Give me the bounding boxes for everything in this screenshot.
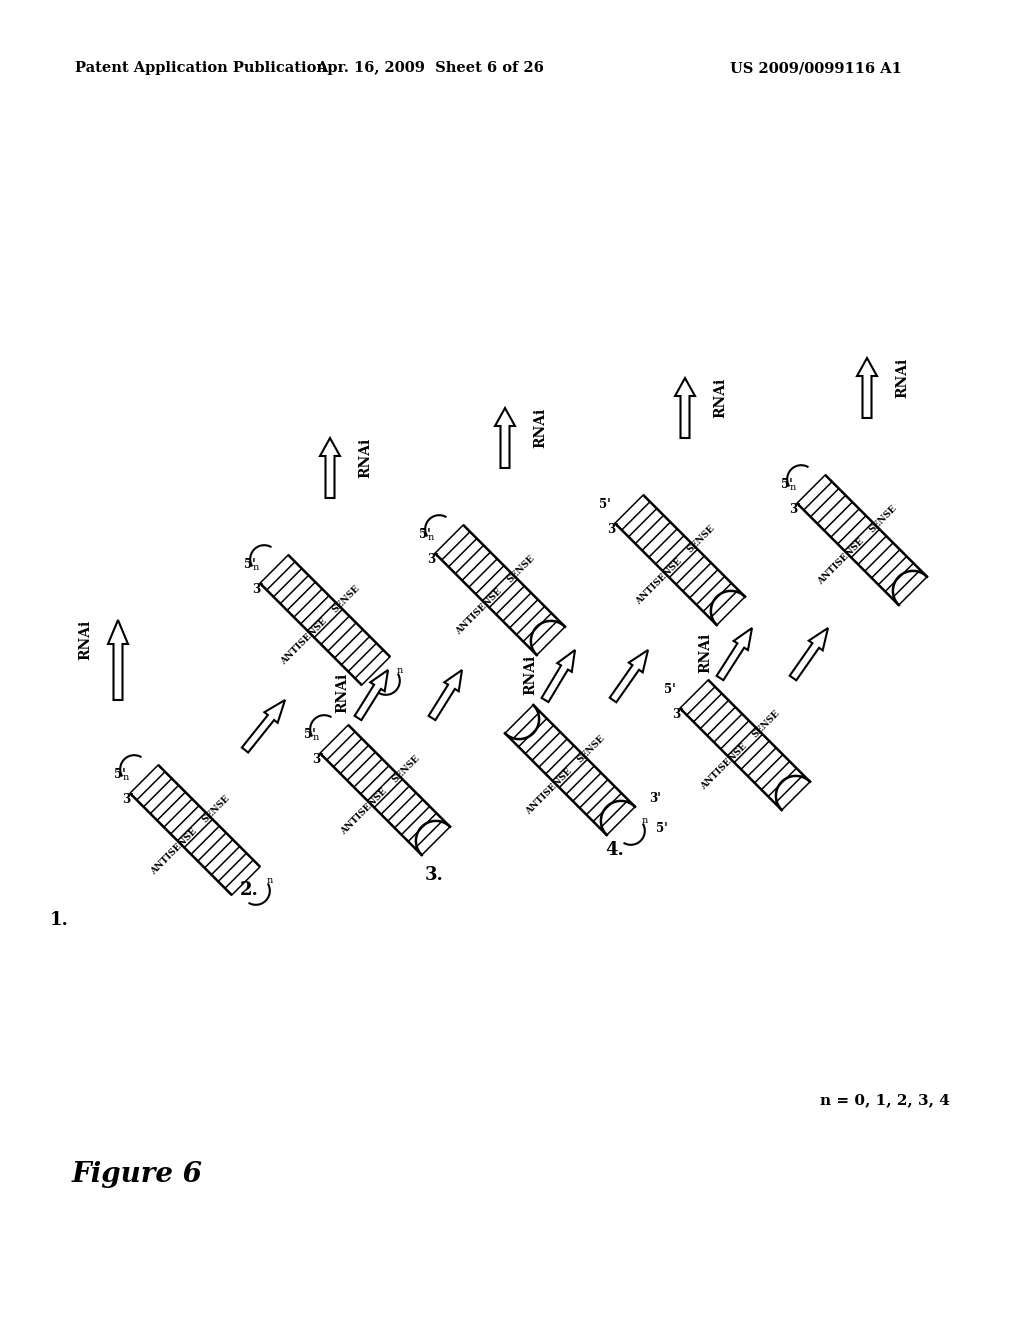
Text: RNAi: RNAi bbox=[358, 438, 372, 478]
Text: 5': 5' bbox=[115, 768, 126, 780]
FancyArrow shape bbox=[542, 649, 575, 702]
FancyArrow shape bbox=[675, 378, 695, 438]
Text: RNAi: RNAi bbox=[698, 632, 712, 673]
FancyArrow shape bbox=[354, 671, 388, 721]
Text: SENSE: SENSE bbox=[506, 553, 537, 585]
FancyArrow shape bbox=[495, 408, 515, 469]
Text: SENSE: SENSE bbox=[867, 503, 899, 535]
Text: 5': 5' bbox=[420, 528, 431, 541]
Text: 5': 5' bbox=[656, 822, 668, 836]
Text: RNAi: RNAi bbox=[335, 673, 349, 713]
Text: ANTISENSE: ANTISENSE bbox=[634, 556, 684, 606]
Text: SENSE: SENSE bbox=[201, 793, 231, 825]
Text: 3': 3' bbox=[252, 582, 264, 595]
Text: n: n bbox=[313, 733, 319, 742]
Text: SENSE: SENSE bbox=[686, 523, 717, 554]
Text: 3.: 3. bbox=[425, 866, 443, 884]
Text: 3': 3' bbox=[312, 752, 324, 766]
Text: 3': 3' bbox=[427, 553, 439, 565]
Text: 5': 5' bbox=[599, 498, 611, 511]
FancyArrow shape bbox=[429, 671, 462, 721]
Text: Figure 6: Figure 6 bbox=[72, 1162, 203, 1188]
Text: SENSE: SENSE bbox=[751, 709, 781, 739]
FancyArrow shape bbox=[242, 700, 285, 752]
Text: n: n bbox=[642, 816, 648, 825]
Text: ANTISENSE: ANTISENSE bbox=[699, 742, 749, 791]
Text: n = 0, 1, 2, 3, 4: n = 0, 1, 2, 3, 4 bbox=[820, 1093, 950, 1107]
Text: RNAi: RNAi bbox=[523, 655, 537, 696]
Text: 4.: 4. bbox=[605, 841, 624, 859]
Text: n: n bbox=[266, 876, 273, 886]
Text: 3': 3' bbox=[122, 792, 134, 805]
FancyArrow shape bbox=[857, 358, 877, 418]
Text: 3': 3' bbox=[649, 792, 660, 805]
Text: RNAi: RNAi bbox=[895, 358, 909, 399]
Text: ANTISENSE: ANTISENSE bbox=[279, 616, 329, 667]
Text: ANTISENSE: ANTISENSE bbox=[454, 586, 504, 636]
Text: ANTISENSE: ANTISENSE bbox=[524, 767, 573, 816]
Text: 1.: 1. bbox=[50, 911, 69, 929]
Text: Patent Application Publication: Patent Application Publication bbox=[75, 61, 327, 75]
Text: SENSE: SENSE bbox=[331, 583, 361, 614]
FancyArrow shape bbox=[790, 628, 828, 680]
Text: n: n bbox=[396, 667, 402, 676]
Text: 3': 3' bbox=[672, 708, 684, 721]
Text: SENSE: SENSE bbox=[575, 733, 607, 764]
Text: ANTISENSE: ANTISENSE bbox=[148, 826, 199, 876]
Text: Apr. 16, 2009  Sheet 6 of 26: Apr. 16, 2009 Sheet 6 of 26 bbox=[316, 61, 544, 75]
FancyArrow shape bbox=[108, 620, 128, 700]
Text: n: n bbox=[123, 772, 129, 781]
Text: ANTISENSE: ANTISENSE bbox=[816, 536, 865, 586]
Text: 5': 5' bbox=[245, 557, 256, 570]
Text: 5': 5' bbox=[665, 682, 676, 696]
Text: 2.: 2. bbox=[240, 880, 259, 899]
FancyArrow shape bbox=[717, 628, 752, 680]
Text: US 2009/0099116 A1: US 2009/0099116 A1 bbox=[730, 61, 902, 75]
Text: n: n bbox=[253, 562, 259, 572]
Text: 5': 5' bbox=[304, 727, 316, 741]
Text: n: n bbox=[791, 483, 797, 491]
Text: SENSE: SENSE bbox=[391, 754, 422, 784]
FancyArrow shape bbox=[319, 438, 340, 498]
Text: RNAi: RNAi bbox=[78, 620, 92, 660]
Text: 3': 3' bbox=[790, 503, 801, 516]
Text: RNAi: RNAi bbox=[534, 408, 547, 447]
Text: RNAi: RNAi bbox=[713, 378, 727, 418]
Text: 5': 5' bbox=[781, 478, 794, 491]
Text: ANTISENSE: ANTISENSE bbox=[339, 787, 389, 836]
Text: n: n bbox=[428, 533, 434, 541]
FancyArrow shape bbox=[609, 649, 648, 702]
Text: 3': 3' bbox=[607, 523, 620, 536]
